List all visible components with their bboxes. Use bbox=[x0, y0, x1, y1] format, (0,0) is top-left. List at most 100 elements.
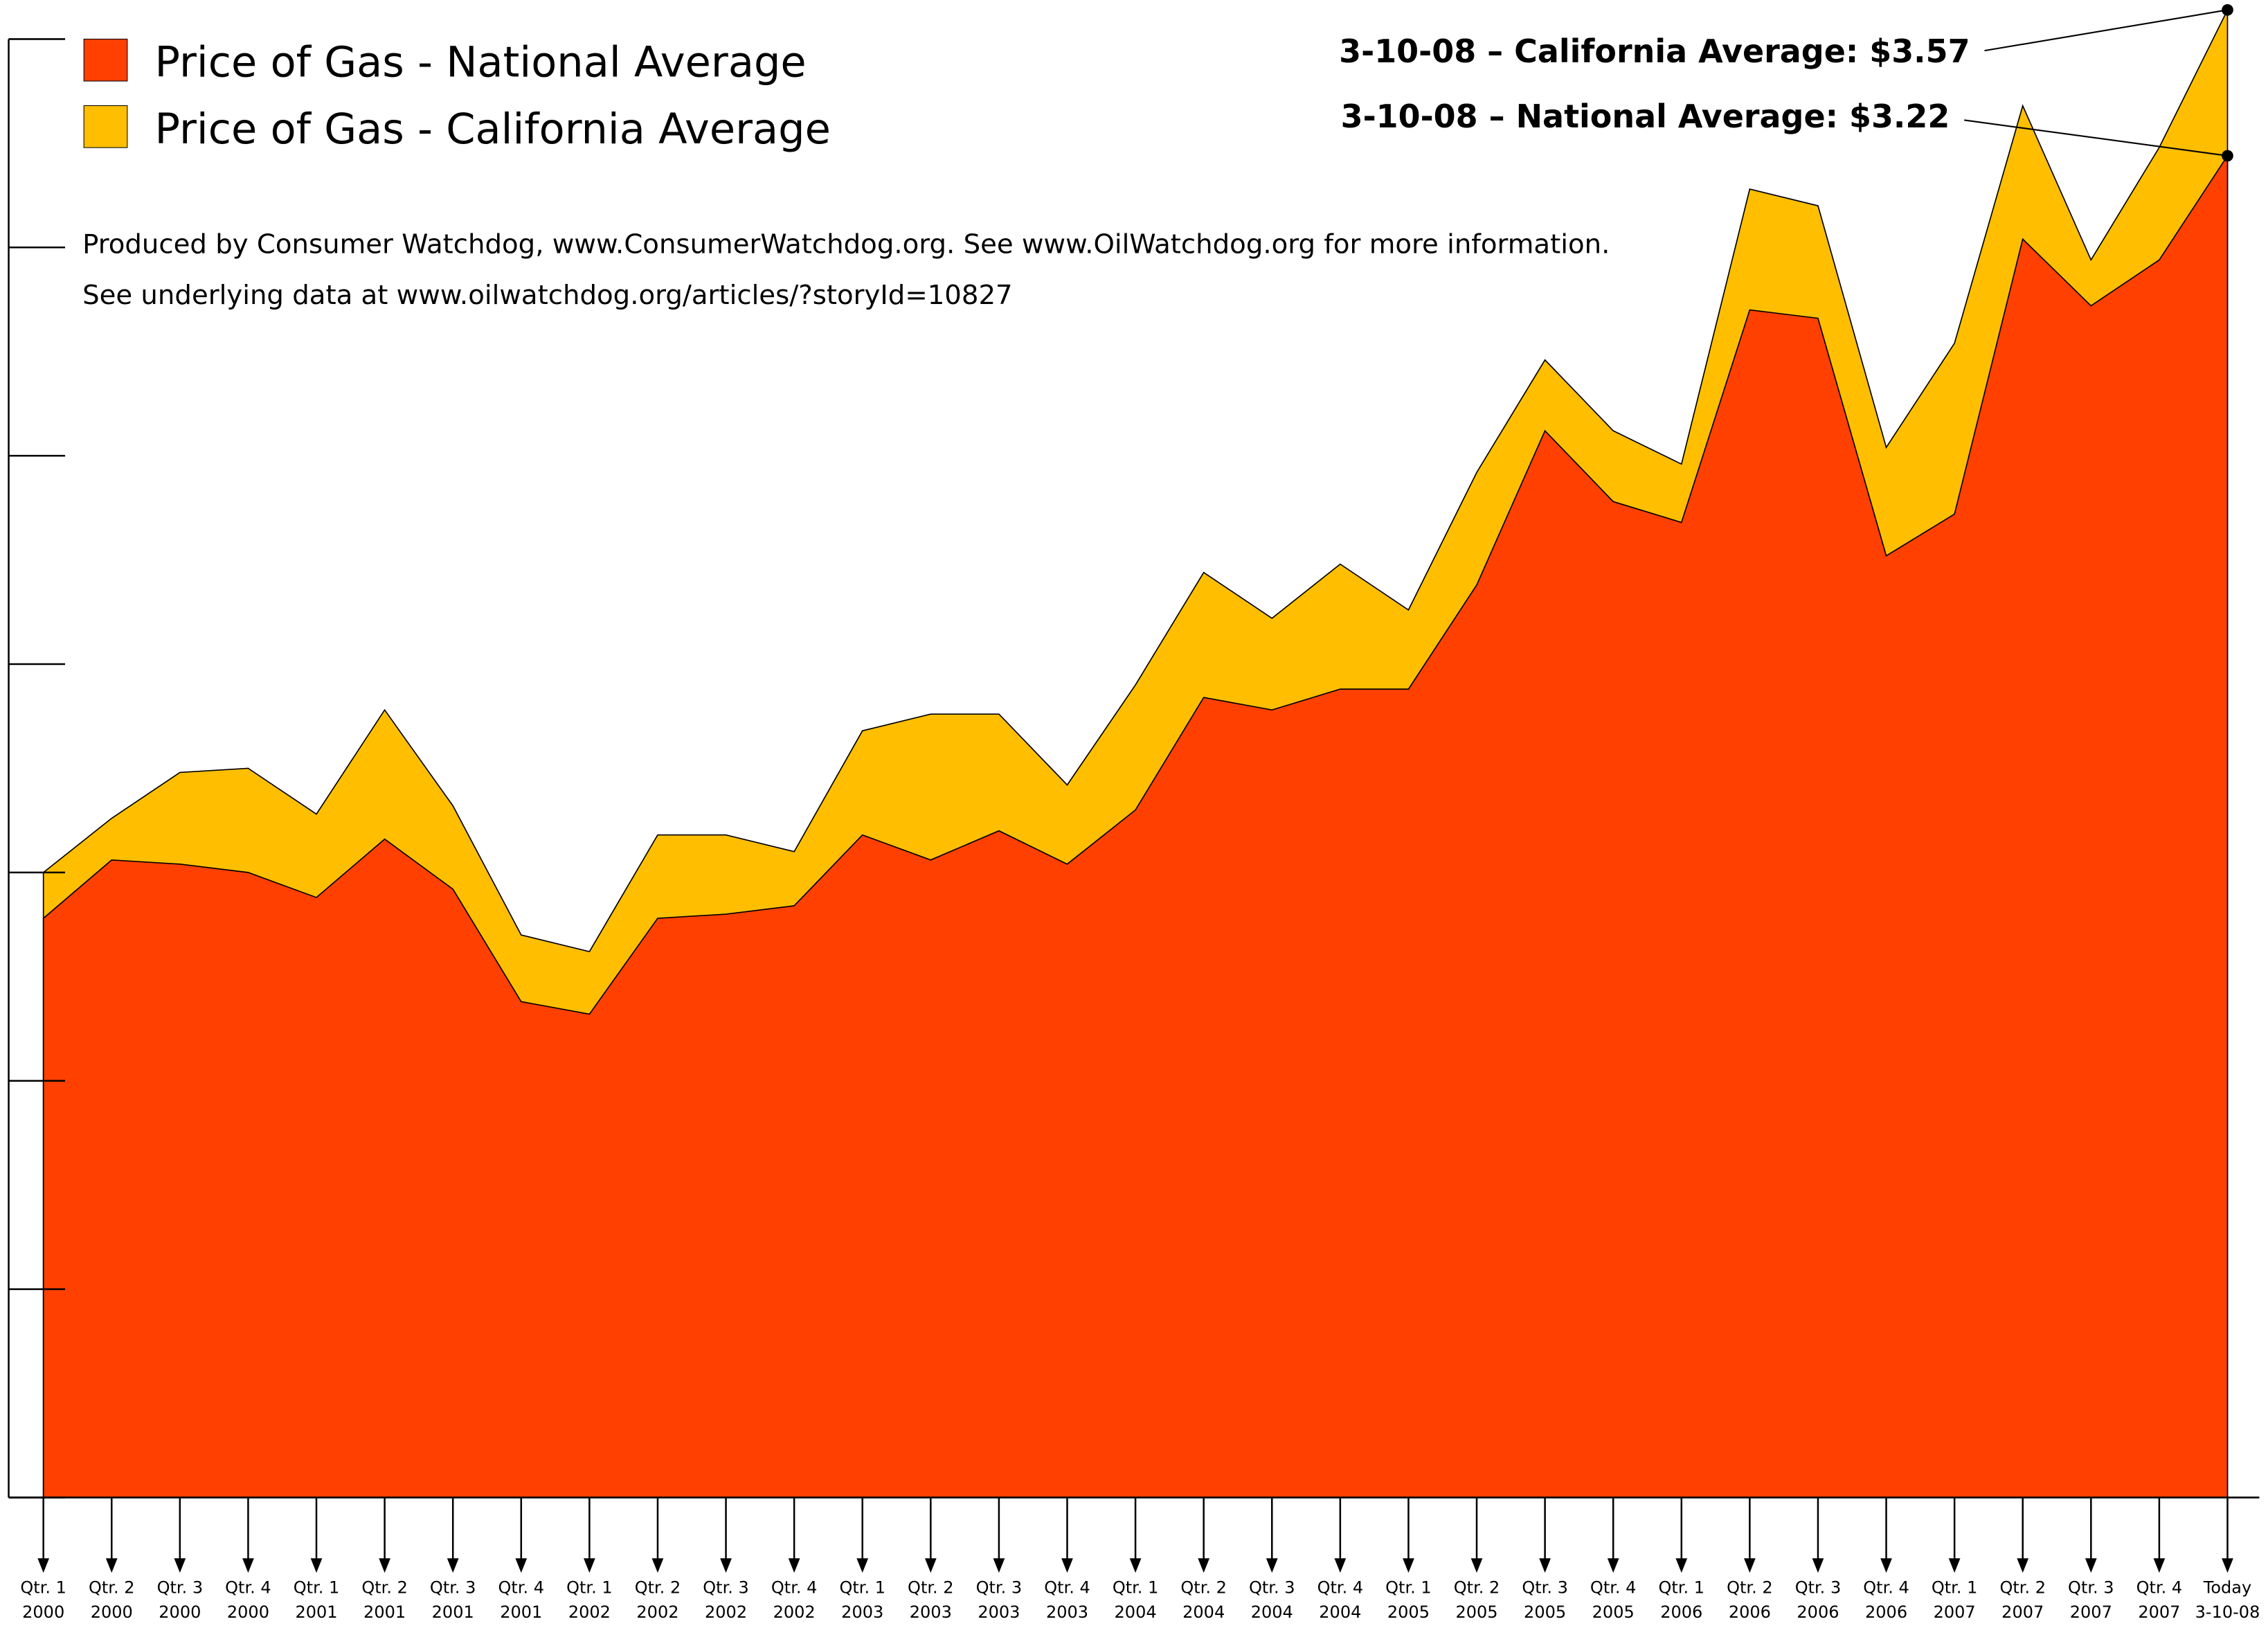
x-tick-label: Qtr. 4 bbox=[771, 1578, 818, 1597]
arrow-head bbox=[2085, 1558, 2097, 1573]
legend-label: Price of Gas - California Average bbox=[155, 105, 831, 154]
x-tick-label: 2004 bbox=[1251, 1602, 1293, 1622]
x-tick-label: 2007 bbox=[2001, 1602, 2044, 1622]
arrow-head bbox=[174, 1558, 186, 1573]
x-tick-label: 2000 bbox=[227, 1602, 269, 1622]
x-tick-label: Qtr. 3 bbox=[1249, 1578, 1295, 1597]
x-tick-label: 2000 bbox=[22, 1602, 64, 1622]
leader-line bbox=[1984, 9, 2228, 52]
x-tick-label: 2003 bbox=[1046, 1602, 1088, 1622]
arrow-head bbox=[2017, 1558, 2029, 1573]
x-tick-label: 2005 bbox=[1524, 1602, 1566, 1622]
arrow-head bbox=[1266, 1558, 1278, 1573]
x-tick-label: Qtr. 2 bbox=[89, 1578, 135, 1597]
note: See underlying data at www.oilwatchdog.o… bbox=[82, 280, 1013, 311]
x-tick-label: Qtr. 1 bbox=[1113, 1578, 1159, 1597]
legend-swatch bbox=[83, 105, 128, 148]
x-tick-label: 2005 bbox=[1387, 1602, 1430, 1622]
arrow-head bbox=[1607, 1558, 1619, 1573]
arrow-head bbox=[993, 1558, 1005, 1573]
x-tick-label: 2000 bbox=[159, 1602, 201, 1622]
x-tick-label: Qtr. 2 bbox=[1999, 1578, 2046, 1597]
annotation: 3-10-08 – National Average: $3.22 bbox=[1341, 98, 1950, 135]
x-tick-label: Qtr. 4 bbox=[1863, 1578, 1909, 1597]
plot-area bbox=[42, 9, 2229, 1499]
x-tick-label: 2002 bbox=[773, 1602, 816, 1622]
x-tick-label: 2003 bbox=[978, 1602, 1020, 1622]
arrow-head bbox=[584, 1558, 595, 1573]
arrow-head bbox=[1744, 1558, 1756, 1573]
x-tick-label: Qtr. 2 bbox=[908, 1578, 954, 1597]
x-tick-label: 2001 bbox=[363, 1602, 406, 1622]
x-tick-label: Qtr. 2 bbox=[361, 1578, 408, 1597]
x-tick-label: Qtr. 3 bbox=[1522, 1578, 1568, 1597]
legend-swatch bbox=[83, 38, 128, 82]
x-tick-label: 2006 bbox=[1865, 1602, 1907, 1622]
note: Produced by Consumer Watchdog, www.Consu… bbox=[82, 229, 1610, 260]
x-tick-label: Qtr. 3 bbox=[703, 1578, 749, 1597]
arrow-head bbox=[310, 1558, 323, 1573]
x-tick-label: Qtr. 4 bbox=[225, 1578, 271, 1597]
area bbox=[42, 154, 2229, 1499]
point bbox=[2222, 150, 2233, 162]
x-tick-label: Qtr. 1 bbox=[566, 1578, 613, 1597]
x-tick-label: Qtr. 2 bbox=[635, 1578, 681, 1597]
arrow-head bbox=[105, 1558, 118, 1573]
arrow-head bbox=[37, 1558, 50, 1573]
arrow-head bbox=[2222, 1558, 2233, 1573]
x-tick-label: Qtr. 1 bbox=[20, 1578, 66, 1597]
x-tick-label: 2001 bbox=[295, 1602, 337, 1622]
x-tick-label: Qtr. 1 bbox=[839, 1578, 885, 1597]
x-tick-label: 2002 bbox=[568, 1602, 611, 1622]
x-tick-label: 2002 bbox=[636, 1602, 678, 1622]
legend-label: Price of Gas - National Average bbox=[155, 39, 807, 87]
arrow-head bbox=[447, 1558, 459, 1573]
leader-line bbox=[1964, 119, 2228, 157]
x-tick-label: Qtr. 2 bbox=[1727, 1578, 1773, 1597]
x-tick-label: 2007 bbox=[2070, 1602, 2112, 1622]
x-tick-label: Qtr. 4 bbox=[2136, 1578, 2183, 1597]
x-tick-label: Qtr. 2 bbox=[1454, 1578, 1500, 1597]
x-tick-label: Qtr. 4 bbox=[498, 1578, 545, 1597]
x-tick-label: 2006 bbox=[1797, 1602, 1839, 1622]
arrow-head bbox=[1198, 1558, 1210, 1573]
x-tick-label: Qtr. 3 bbox=[430, 1578, 476, 1597]
x-tick-label: Qtr. 4 bbox=[1590, 1578, 1637, 1597]
arrow-head bbox=[720, 1558, 732, 1573]
arrow-head bbox=[515, 1558, 528, 1573]
x-tick-label: 2001 bbox=[432, 1602, 474, 1622]
arrow-head bbox=[1061, 1558, 1073, 1573]
x-tick-label: Qtr. 3 bbox=[2068, 1578, 2114, 1597]
arrow-head bbox=[379, 1558, 390, 1573]
x-tick-label: 2003 bbox=[841, 1602, 883, 1622]
x-tick-label: Qtr. 4 bbox=[1317, 1578, 1364, 1597]
x-tick-label: 2005 bbox=[1455, 1602, 1497, 1622]
x-tick-label: Qtr. 4 bbox=[1044, 1578, 1090, 1597]
x-tick-label: 2004 bbox=[1115, 1602, 1157, 1622]
arrow-head bbox=[242, 1558, 254, 1573]
x-tick-label: Qtr. 1 bbox=[1932, 1578, 1978, 1597]
arrow-head bbox=[1948, 1558, 1961, 1573]
arrow-head bbox=[1675, 1558, 1688, 1573]
x-tick-label: 2000 bbox=[91, 1602, 133, 1622]
x-tick-label: 2003 bbox=[910, 1602, 952, 1622]
arrow-head bbox=[856, 1558, 869, 1573]
x-tick-label: 2006 bbox=[1729, 1602, 1771, 1622]
x-tick-label: 2001 bbox=[500, 1602, 542, 1622]
arrow-head bbox=[651, 1558, 664, 1573]
x-tick-label: 2004 bbox=[1319, 1602, 1361, 1622]
x-tick-label: 2005 bbox=[1592, 1602, 1635, 1622]
x-tick-label: Qtr. 1 bbox=[1659, 1578, 1705, 1597]
x-tick-label: 2007 bbox=[2138, 1602, 2180, 1622]
x-tick-label: Qtr. 1 bbox=[1385, 1578, 1432, 1597]
x-tick-label: 2004 bbox=[1182, 1602, 1225, 1622]
x-tick-label: Qtr. 2 bbox=[1180, 1578, 1227, 1597]
x-tick-label: Qtr. 3 bbox=[976, 1578, 1023, 1597]
arrow-head bbox=[788, 1558, 800, 1573]
arrow-head bbox=[2153, 1558, 2166, 1573]
arrow-head bbox=[924, 1558, 937, 1573]
arrow-head bbox=[1539, 1558, 1551, 1573]
x-tick-label: Today bbox=[2203, 1578, 2251, 1597]
